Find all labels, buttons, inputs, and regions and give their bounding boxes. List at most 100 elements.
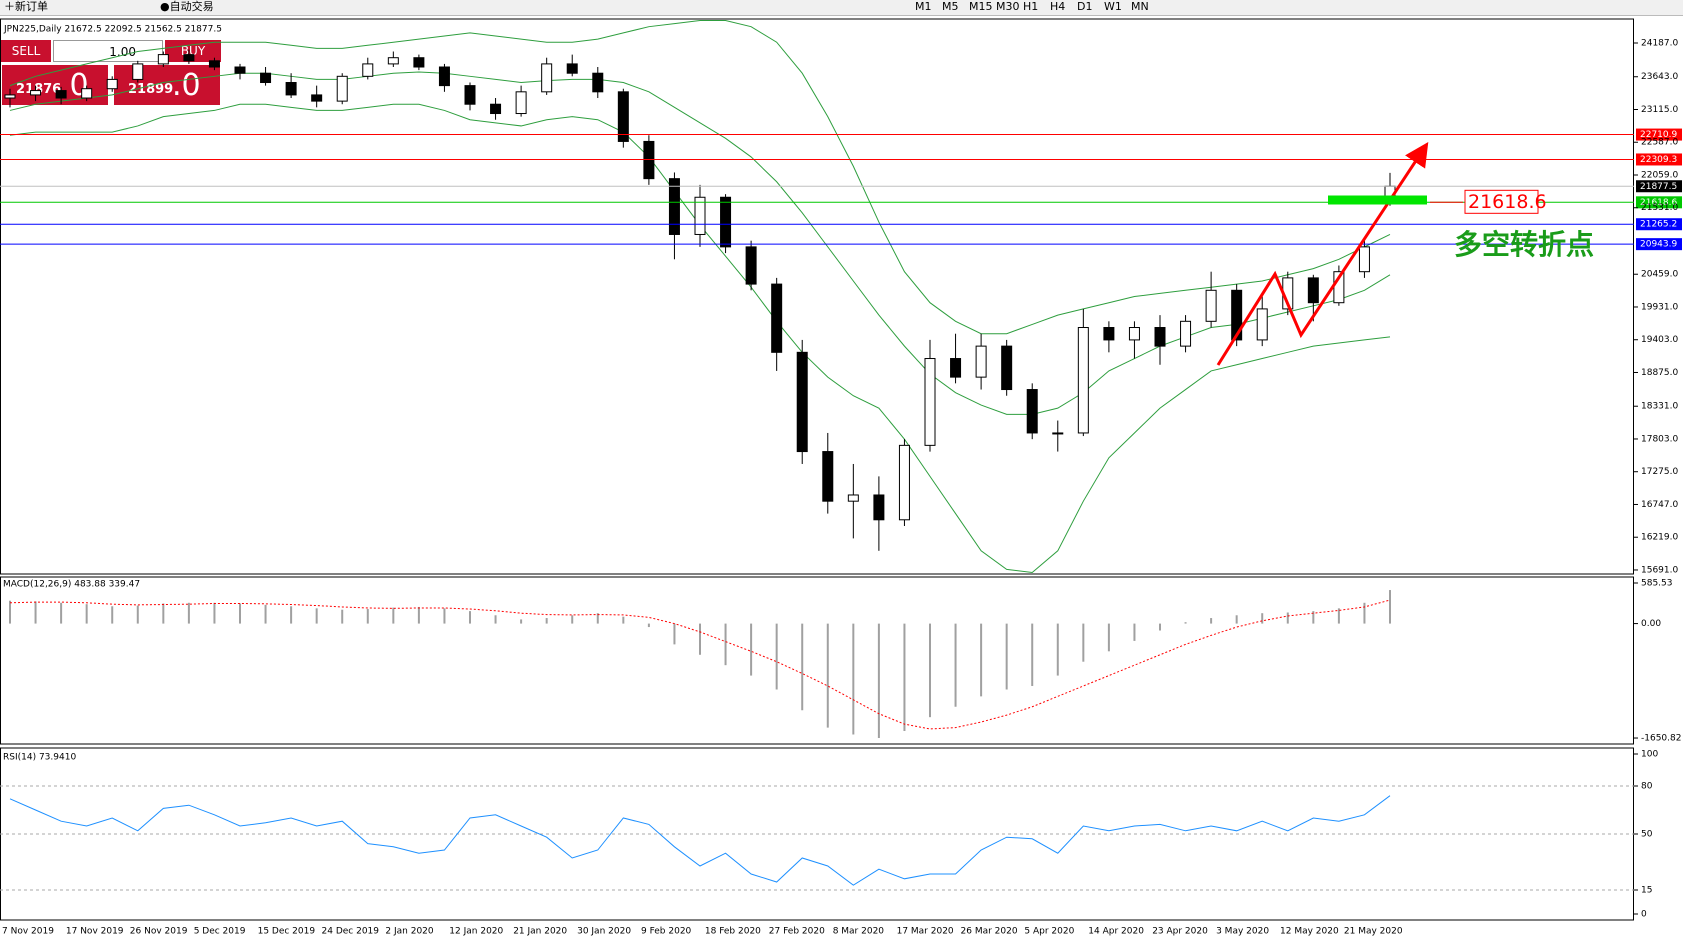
candle-body: [30, 90, 42, 96]
candle-body: [975, 345, 987, 378]
x-tick-label: 17 Nov 2019: [66, 927, 124, 937]
candle-body: [694, 196, 706, 235]
bid-price[interactable]: 21876.0: [1, 64, 109, 106]
y-tick-label: 23643.0: [1641, 72, 1678, 82]
x-tick-label: 21 May 2020: [1344, 927, 1403, 937]
candle-body: [1154, 327, 1166, 347]
x-tick-label: 7 Nov 2019: [2, 927, 54, 937]
candle-body: [643, 140, 655, 180]
candle-body: [515, 91, 527, 115]
candle-body: [157, 54, 169, 65]
timeframe-button[interactable]: H4: [1050, 0, 1066, 13]
x-tick-label: 30 Jan 2020: [577, 927, 631, 937]
y-tick-label: 24187.0: [1641, 39, 1678, 49]
x-tick-label: 12 May 2020: [1280, 927, 1339, 937]
candle-body: [4, 94, 16, 99]
y-tick-label: 0: [1641, 910, 1647, 920]
ask-main: 21899: [128, 82, 174, 97]
timeframe-button[interactable]: M5: [942, 0, 959, 13]
level-label: 22710.9: [1640, 130, 1677, 140]
pivot-label-box: [1464, 189, 1539, 214]
y-tick-label: 22059.0: [1641, 170, 1678, 180]
timeframe-button[interactable]: W1: [1104, 0, 1122, 13]
candle-body: [1180, 320, 1192, 347]
level-label: 21265.2: [1640, 220, 1677, 230]
auto-trading-label[interactable]: 自动交易: [169, 0, 214, 13]
candle-body: [1026, 389, 1038, 434]
level-label-box: [1636, 238, 1682, 251]
candle-body: [1052, 432, 1064, 435]
y-tick-label: 50: [1641, 830, 1653, 840]
level-label-box: [1636, 128, 1682, 141]
x-tick-label: 18 Feb 2020: [705, 927, 761, 937]
candle-body: [208, 60, 220, 68]
level-label: 20943.9: [1640, 240, 1677, 250]
x-tick-label: 15 Dec 2019: [258, 927, 316, 937]
candle-body: [617, 91, 629, 142]
y-tick-label: 585.53: [1641, 578, 1673, 588]
candle-body: [1307, 277, 1319, 304]
x-tick-label: 5 Dec 2019: [194, 927, 246, 937]
x-tick-label: 9 Feb 2020: [641, 927, 692, 937]
sell-button[interactable]: SELL: [1, 40, 51, 62]
level-label: 21618.6: [1640, 198, 1677, 208]
macd-signal: [9, 599, 1391, 730]
candle-body: [1256, 308, 1268, 341]
timeframe-button[interactable]: M1: [915, 0, 932, 13]
y-tick-label: 17275.0: [1641, 467, 1678, 477]
main-frame: [0, 18, 1634, 575]
candle-body: [898, 444, 910, 521]
new-order-button[interactable]: ＋新订单: [4, 0, 48, 13]
ask-frac: .0: [172, 68, 201, 103]
candle-body: [1001, 345, 1013, 391]
candle-body: [1205, 289, 1217, 322]
candle-body: [183, 54, 195, 62]
timeframe-button[interactable]: H1: [1023, 0, 1039, 13]
candle-body: [745, 246, 757, 285]
level-label-box: [1636, 153, 1682, 166]
candle-body: [541, 63, 553, 93]
chart-title: JPN225,Daily 21672.5 22092.5 21562.5 218…: [3, 25, 222, 35]
level-label-box: [1636, 196, 1682, 209]
y-tick-label: 23115.0: [1641, 105, 1678, 115]
lot-input[interactable]: 1.00: [53, 40, 163, 62]
candle-body: [822, 451, 834, 502]
timeframe-button[interactable]: MN: [1131, 0, 1149, 13]
timeframe-button[interactable]: M30: [996, 0, 1020, 13]
candle-body: [106, 78, 118, 90]
y-tick-label: 19403.0: [1641, 335, 1678, 345]
auto-trading-button[interactable]: ●自动交易: [160, 0, 214, 13]
candle-body: [924, 358, 936, 446]
candle-body: [311, 94, 323, 102]
candle-body: [260, 72, 272, 84]
timeframe-button[interactable]: D1: [1077, 0, 1093, 13]
candle-body: [285, 82, 297, 96]
candle-body: [132, 63, 144, 80]
candle-body: [490, 103, 502, 115]
timeframe-button[interactable]: M15: [969, 0, 993, 13]
candle-body: [668, 178, 680, 235]
candle-body: [720, 196, 732, 248]
y-tick-label: 21531.0: [1641, 203, 1678, 213]
candle-body: [387, 57, 399, 65]
pivot-label: 21618.6: [1468, 191, 1547, 213]
candle-body: [873, 494, 885, 521]
trend-arrow: [1216, 141, 1429, 366]
y-tick-label: 16219.0: [1641, 533, 1678, 543]
y-tick-label: 15691.0: [1641, 565, 1678, 575]
candle-body: [1077, 327, 1089, 434]
candle-body: [81, 88, 93, 99]
rsi-line: [9, 795, 1391, 886]
chart: JPN225,Daily 21672.5 22092.5 21562.5 218…: [0, 18, 1682, 937]
y-tick-label: 80: [1641, 782, 1653, 792]
bid-main: 21876: [16, 82, 62, 97]
new-order-label[interactable]: 新订单: [15, 0, 48, 13]
candle-body: [438, 66, 450, 87]
rsi-title: RSI(14) 73.9410: [3, 753, 76, 763]
candle-body: [796, 351, 808, 453]
bollinger-upper: [9, 19, 1391, 335]
y-tick-label: 17803.0: [1641, 434, 1678, 444]
candle-body: [950, 358, 962, 378]
x-tick-label: 14 Apr 2020: [1088, 927, 1144, 937]
